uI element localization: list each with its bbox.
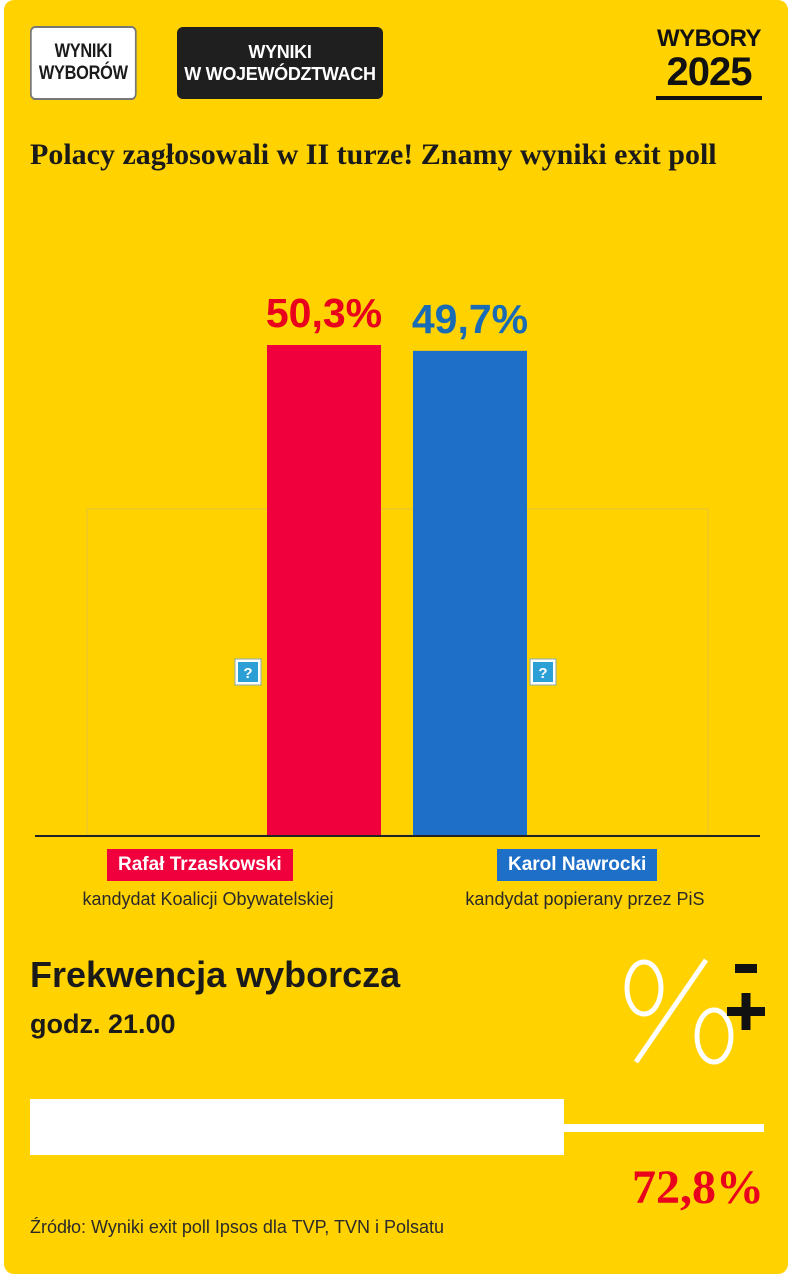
value-label-nawrocki: 49,7% xyxy=(412,296,528,342)
tab-election-results[interactable]: WYNIKI WYBORÓW xyxy=(30,26,137,100)
candidate-name-trzaskowski: Rafał Trzaskowski xyxy=(107,849,293,881)
source-note: Źródło: Wyniki exit poll Ipsos dla TVP, … xyxy=(30,1217,445,1237)
candidate-subtitle-trzaskowski: kandydat Koalicji Obywatelskiej xyxy=(82,889,334,909)
exit-poll-chart: 50,3%? 49,7%? xyxy=(35,290,760,837)
logo-text: WYBORY xyxy=(656,25,762,52)
bar-nawrocki xyxy=(413,350,527,835)
help-glyph-nawrocki: ? xyxy=(538,665,547,682)
turnout-bar-fill xyxy=(30,1099,565,1155)
value-label-trzaskowski: 50,3% xyxy=(266,290,382,336)
elections-2025-logo: WYBORY 2025 xyxy=(656,26,762,100)
help-icon-trzaskowski xyxy=(238,662,258,682)
tab-voivodeship-results[interactable]: WYNIKI W WOJEWÓDZTWACH xyxy=(177,27,383,99)
plot-frame xyxy=(86,508,709,836)
turnout-value: 72,8% xyxy=(632,1161,764,1214)
headline: Polacy zagłosowali w II turze! Znamy wyn… xyxy=(30,138,717,171)
percent-plus-minus-icon xyxy=(624,958,765,1065)
help-glyph-trzaskowski: ? xyxy=(243,665,252,682)
logo-year: 2025 xyxy=(666,50,753,90)
bar-trzaskowski xyxy=(267,345,381,835)
candidate-name-nawrocki: Karol Nawrocki xyxy=(497,849,658,881)
logo-underline xyxy=(656,96,762,100)
results-card xyxy=(4,0,788,1274)
turnout-title: Frekwencja wyborcza xyxy=(30,954,401,995)
help-icon-nawrocki xyxy=(533,662,553,682)
candidate-subtitle-nawrocki: kandydat popierany przez PiS xyxy=(465,889,705,909)
turnout-time: godz. 21.00 xyxy=(30,1009,176,1039)
